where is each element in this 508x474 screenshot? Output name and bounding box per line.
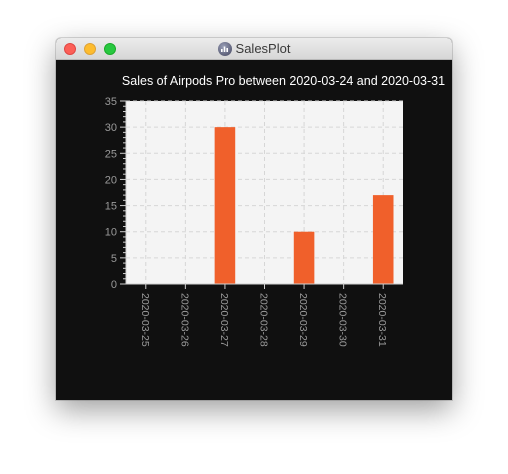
bar-chart: Sales of Airpods Pro between 2020-03-24 … <box>105 74 445 347</box>
chart-area: Sales of Airpods Pro between 2020-03-24 … <box>56 60 452 400</box>
x-tick-label: 2020-03-31 <box>376 293 388 347</box>
x-tick-label: 2020-03-29 <box>297 293 309 347</box>
title-group: SalesPlot <box>56 38 452 59</box>
bar <box>293 231 315 284</box>
chart-title: Sales of Airpods Pro between 2020-03-24 … <box>122 74 445 88</box>
minimize-button[interactable] <box>84 43 96 55</box>
close-button[interactable] <box>64 43 76 55</box>
x-tick-label: 2020-03-30 <box>337 293 349 347</box>
y-tick-label: 35 <box>105 96 117 108</box>
y-tick-label: 20 <box>105 174 117 186</box>
y-tick-label: 15 <box>105 201 117 213</box>
y-tick-label: 25 <box>105 148 117 160</box>
salesplot-app-icon <box>217 41 232 56</box>
bar <box>372 195 394 284</box>
x-tick-label: 2020-03-25 <box>139 293 151 347</box>
y-tick-label: 10 <box>105 227 117 239</box>
title-bar[interactable]: SalesPlot <box>56 38 452 60</box>
bar <box>214 127 236 285</box>
window-title: SalesPlot <box>235 41 291 56</box>
x-tick-label: 2020-03-28 <box>258 293 270 347</box>
zoom-button[interactable] <box>104 43 116 55</box>
x-tick-label: 2020-03-26 <box>178 293 190 347</box>
y-tick-label: 30 <box>105 122 117 134</box>
y-tick-label: 0 <box>111 279 117 291</box>
app-window: SalesPlot Sales of Airpods Pro between 2… <box>56 38 452 400</box>
y-tick-label: 5 <box>111 253 117 265</box>
x-tick-label: 2020-03-27 <box>218 293 230 347</box>
